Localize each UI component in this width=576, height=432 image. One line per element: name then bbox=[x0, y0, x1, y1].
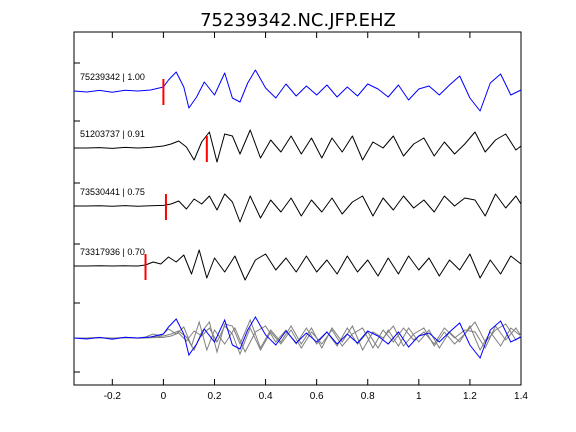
x-tick-label-2: 0.2 bbox=[208, 391, 222, 402]
x-tick-label-7: 1.2 bbox=[463, 391, 477, 402]
y-ticks bbox=[74, 62, 80, 373]
x-tick-label-4: 0.6 bbox=[310, 391, 324, 402]
x-tick-label-0: -0.2 bbox=[104, 391, 122, 402]
trace-label-3: 73317936 | 0.70 bbox=[80, 247, 145, 257]
x-tick-label-1: 0 bbox=[161, 391, 167, 402]
overlay-trace-2 bbox=[74, 325, 522, 356]
trace-label-1: 51203737 | 0.91 bbox=[80, 129, 145, 139]
plot-frame bbox=[73, 31, 522, 386]
overlay-trace-0 bbox=[73, 316, 522, 360]
trace-3 bbox=[74, 249, 522, 281]
chart-title: 75239342.NC.JFP.EHZ bbox=[200, 10, 396, 31]
overlay-traces bbox=[73, 316, 522, 360]
trace-1 bbox=[74, 129, 522, 163]
x-tick-label-3: 0.4 bbox=[259, 391, 273, 402]
traces: 75239342 | 1.00 51203737 | 0.91 73530441 |… bbox=[73, 69, 522, 281]
x-tick-label-6: 1 bbox=[416, 391, 422, 402]
x-tick-label-8: 1.4 bbox=[514, 391, 528, 402]
x-tick-label-5: 0.8 bbox=[361, 391, 375, 402]
trace-label-0: 75239342 | 1.00 bbox=[80, 72, 145, 82]
overlay-trace-1 bbox=[74, 318, 522, 354]
trace-0 bbox=[73, 69, 522, 112]
trace-2 bbox=[74, 193, 522, 223]
trace-label-2: 73530441 | 0.75 bbox=[80, 187, 145, 197]
x-axis: -0.2 0 0.2 0.4 0.6 0.8 1 1.2 1.4 bbox=[104, 32, 528, 402]
